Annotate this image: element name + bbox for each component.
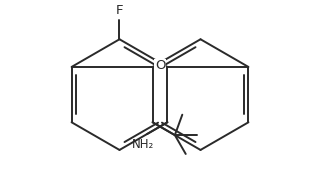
Text: O: O — [155, 59, 165, 72]
Text: F: F — [116, 4, 123, 16]
Text: NH₂: NH₂ — [132, 138, 154, 151]
